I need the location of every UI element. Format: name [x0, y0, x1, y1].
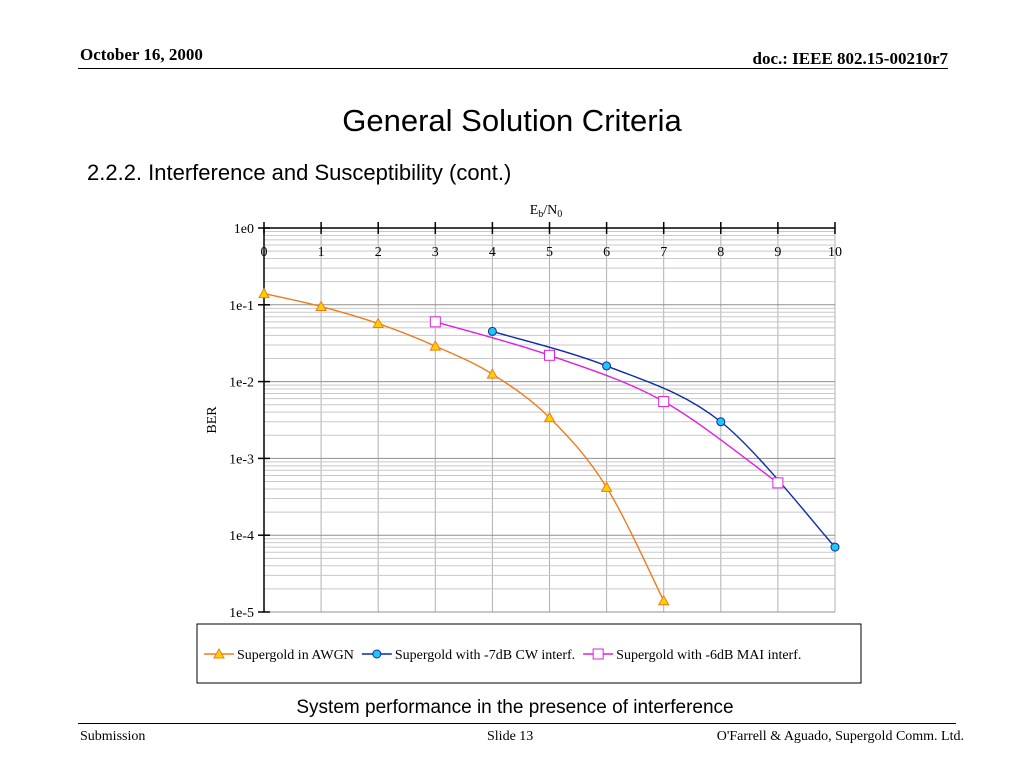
data-point-series-3	[658, 396, 670, 408]
y-tick-label: 1e-5	[229, 606, 254, 621]
header-date: October 16, 2000	[80, 45, 203, 64]
data-point-series-1	[600, 481, 613, 492]
chart-series	[258, 287, 840, 606]
x-tick-label: 2	[375, 245, 382, 260]
data-point-series-1	[315, 300, 327, 312]
chart-legend: Supergold in AWGN Supergold with -7dB CW …	[204, 647, 801, 663]
legend-label-3: Supergold with -6dB MAI interf.	[616, 648, 801, 663]
legend-marker-1	[213, 647, 225, 659]
x-tick-label: 4	[489, 245, 496, 260]
legend-label-1: Supergold in AWGN	[237, 648, 354, 663]
data-point-series-1	[429, 340, 442, 351]
data-point-series-2	[716, 417, 726, 427]
x-tick-label: 0	[261, 245, 268, 260]
y-tick-label: 1e-4	[229, 529, 254, 544]
data-point-series-3	[544, 349, 555, 361]
x-tick-label: 5	[546, 245, 553, 260]
x-tick-label: 6	[603, 245, 610, 260]
figure-caption: System performance in the presence of in…	[296, 697, 734, 718]
data-point-series-1	[543, 411, 556, 423]
x-tick-label: 1	[318, 245, 325, 260]
x-tick-label: 10	[828, 245, 842, 260]
x-tick-label: 9	[774, 245, 781, 260]
x-tick-label: 3	[432, 245, 439, 260]
x-axis-title: Eb/N0	[530, 203, 563, 220]
footer-left: Submission	[80, 729, 146, 744]
data-point-series-1	[486, 368, 499, 379]
header-doc-id: doc.: IEEE 802.15-00210r7	[752, 49, 949, 68]
data-point-series-1	[258, 287, 270, 299]
legend-marker-3	[592, 648, 604, 660]
legend-box	[196, 623, 862, 684]
y-tick-label: 1e-1	[229, 299, 254, 314]
data-point-series-3	[429, 316, 441, 328]
y-axis-title: BER	[205, 406, 220, 434]
legend-marker-2	[372, 649, 382, 659]
data-point-series-2	[830, 542, 840, 552]
y-tick-label: 1e-3	[229, 452, 254, 467]
footer-slide-number: Slide 13	[487, 729, 534, 744]
data-point-series-2	[487, 326, 497, 336]
x-tick-label: 8	[717, 245, 724, 260]
x-tick-label: 7	[660, 245, 667, 260]
footer-authors: O'Farrell & Aguado, Supergold Comm. Ltd.	[716, 729, 964, 744]
y-tick-label: 1e-2	[229, 376, 254, 391]
header-divider	[78, 68, 948, 69]
data-point-series-1	[372, 317, 385, 329]
legend-label-2: Supergold with -7dB CW interf.	[395, 648, 575, 663]
chart-grid	[263, 227, 836, 613]
data-point-series-2	[602, 361, 612, 371]
series-line-3	[435, 321, 779, 484]
slide-title: General Solution Criteria	[342, 103, 682, 138]
data-point-series-1	[657, 594, 670, 606]
series-line-2	[492, 330, 836, 548]
slide-subtitle: 2.2.2. Interference and Susceptibility (…	[87, 160, 512, 185]
chart-axes: 0 1 2 3 4 5 6 7 8 9 10 1e0 1e-1 1e-2 1e-3 1e-4 1e-5	[229, 222, 842, 621]
data-point-series-3	[772, 477, 784, 489]
y-tick-label: 1e0	[234, 222, 254, 237]
footer-divider	[78, 723, 956, 724]
